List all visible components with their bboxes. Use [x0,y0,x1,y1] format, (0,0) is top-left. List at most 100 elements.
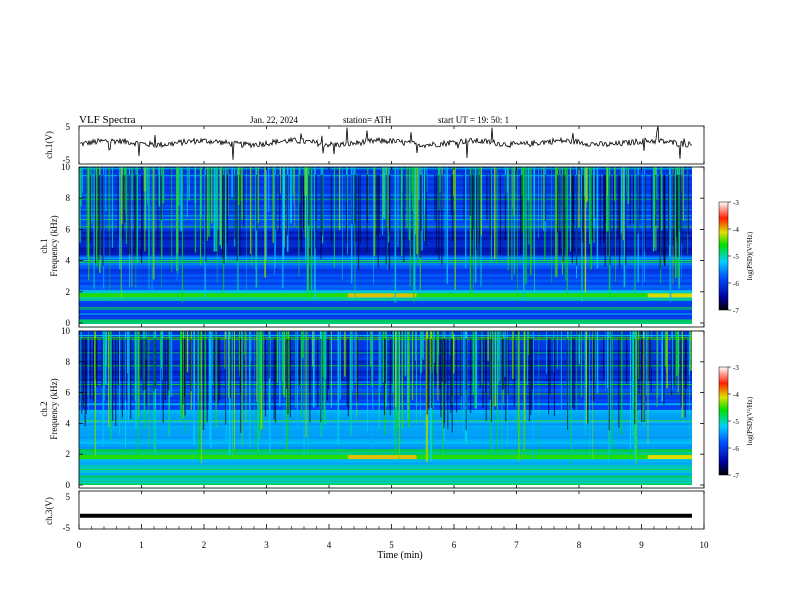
ch1-colorbar [718,201,729,311]
spectrogram-band [79,284,692,288]
ch2-yticks: 0 2 4 6 8 10 [61,326,704,490]
x-tick-label: 0 [77,540,82,550]
spectrogram-bottom-band [79,485,692,488]
spectrogram-band [79,289,692,293]
colorbar-tick-label: -4 [733,391,739,399]
spectrogram-band [79,297,692,301]
spectrogram-band [79,228,692,232]
chart-title: VLF Spectra [79,114,136,126]
start-time-label: start UT = 19: 50: 1 [438,115,509,125]
spectrogram-band [79,220,692,224]
ch2-colorbar [718,366,729,476]
y-tick-label: 8 [66,193,71,203]
ch3-waveform-panel: 5 -5 ch.3(V) [44,490,705,533]
colorbar-tick-label: -3 [733,364,739,372]
spectrogram-band [79,451,692,455]
x-tick-label: 2 [202,540,207,550]
spectrogram-band [79,231,692,235]
spectrogram-band [79,448,692,452]
spectrogram-band [79,265,692,269]
spectrogram-band [79,255,692,259]
spectrogram-band [79,308,692,312]
x-tick-label: 10 [700,540,710,550]
ch2-spec-ylabel-channel: ch.2 [39,401,49,416]
y-tick-label: 6 [66,224,71,234]
ch1-spec-ylabel: Frequency (kHz) [49,215,59,276]
ch1-spectrogram-image [79,166,692,328]
spectrogram-band [79,281,692,285]
ch3-ytick-top: 5 [66,492,71,502]
ch2-colorbar-label: log(PSD)(V²/Hz) [746,396,754,445]
spectrogram-band [79,461,692,465]
colorbar-tick-label: -5 [733,418,739,426]
ch2-spec-ylabel: Frequency (kHz) [49,378,59,439]
spectrogram-band [79,273,692,277]
y-tick-label: 2 [66,449,71,459]
ch3-waveform-frame [78,490,705,530]
colorbar-tick-label: -6 [733,280,739,288]
spectrogram-band [79,480,692,484]
ch3-ytick-bottom: -5 [63,523,71,533]
spectrogram-band [647,455,692,460]
spectrogram-band [79,300,692,304]
ch1-ylabel: ch.1(V) [44,131,54,159]
ch2-spectrogram-image [79,331,692,489]
y-tick-label: 4 [66,256,71,266]
x-axis-ticks: 0 1 2 3 4 5 6 7 8 9 10 [77,126,709,550]
y-tick-label: 2 [66,287,71,297]
y-tick-label: 8 [66,357,71,367]
x-tick-label: 8 [577,540,582,550]
spectrogram-band [79,435,692,439]
spectrogram-band [79,313,692,317]
ch1-ytick-bottom: -5 [63,155,71,165]
spectrogram-band [79,249,692,253]
colorbar-tick-label: -6 [733,445,739,453]
ch1-yticks: 0 2 4 6 8 10 [61,162,704,328]
spectrogram-band [79,472,692,476]
y-tick-label: 0 [66,318,71,328]
spectrogram-band [79,438,692,442]
y-tick-label: 10 [61,326,71,336]
y-tick-label: 0 [66,480,71,490]
ch1-colorbar-ticks: -3 -4 -5 -6 -7 [728,199,739,315]
spectrogram-band [79,279,692,283]
spectrogram-band [79,257,692,261]
spectrogram-band [79,268,692,272]
spectrogram-band [79,477,692,481]
spectrogram-band [79,440,692,444]
colorbar-tick-label: -3 [733,199,739,207]
spectrogram-band [79,247,692,251]
spectrogram-band [79,260,692,264]
spectrogram-bottom-band [79,324,692,327]
ch1-waveform-line [80,125,693,160]
spectrogram-band [79,233,692,237]
spectrogram-band [79,239,692,243]
date-label: Jan. 22, 2024 [250,115,298,125]
x-tick-label: 1 [139,540,144,550]
station-label: station= ATH [343,115,392,125]
spectrogram-band [79,287,692,291]
spectrogram-band [79,303,692,307]
colorbar-tick-label: -7 [733,472,739,480]
x-tick-label: 4 [327,540,332,550]
colorbar-tick-label: -5 [733,253,739,261]
spectrogram-band [79,464,692,468]
x-tick-label: 6 [452,540,457,550]
colorbar-tick-label: -4 [733,226,739,234]
y-tick-label: 10 [61,162,71,172]
ch1-colorbar-label: log(PSD)(V²/Hz) [746,231,754,280]
spectrogram-band [79,469,692,473]
ch1-waveform-panel: 5 -5 ch.1(V) [44,122,705,165]
x-tick-label: 7 [514,540,519,550]
ch2-colorbar-ticks: -3 -4 -5 -6 -7 [728,364,739,480]
spectrogram-band [79,271,692,275]
spectrogram-band [79,236,692,240]
spectrogram-band [79,252,692,256]
spectrogram-band [79,244,692,248]
spectrogram-band [79,467,692,471]
spectrogram-band [347,455,417,460]
colorbar-tick-label: -7 [733,307,739,315]
